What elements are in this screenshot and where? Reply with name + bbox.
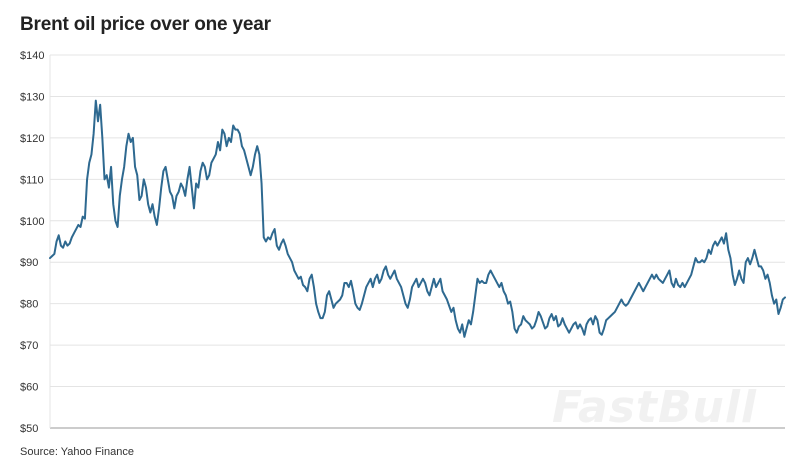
gridlines bbox=[49, 54, 785, 429]
chart-title: Brent oil price over one year bbox=[20, 14, 271, 35]
y-tick-label: $120 bbox=[20, 133, 44, 145]
watermark-logo: FastBull bbox=[552, 382, 757, 433]
y-tick-label: $70 bbox=[20, 340, 38, 352]
y-tick-label: $50 bbox=[20, 423, 38, 435]
y-tick-label: $60 bbox=[20, 382, 38, 394]
y-tick-label: $90 bbox=[20, 257, 38, 269]
y-axis-ticks: $50 $60 $70 $80 $90 $100 $110 $120 $130 $140 bbox=[20, 50, 44, 435]
y-tick-label: $110 bbox=[20, 174, 44, 186]
y-tick-label: $80 bbox=[20, 299, 38, 311]
y-tick-label: $130 bbox=[20, 91, 44, 103]
series-line bbox=[49, 99, 786, 338]
y-tick-label: $100 bbox=[20, 216, 44, 228]
source-note: Source: Yahoo Finance bbox=[20, 446, 134, 458]
series-layer bbox=[49, 99, 786, 338]
y-tick-label: $140 bbox=[20, 50, 44, 62]
